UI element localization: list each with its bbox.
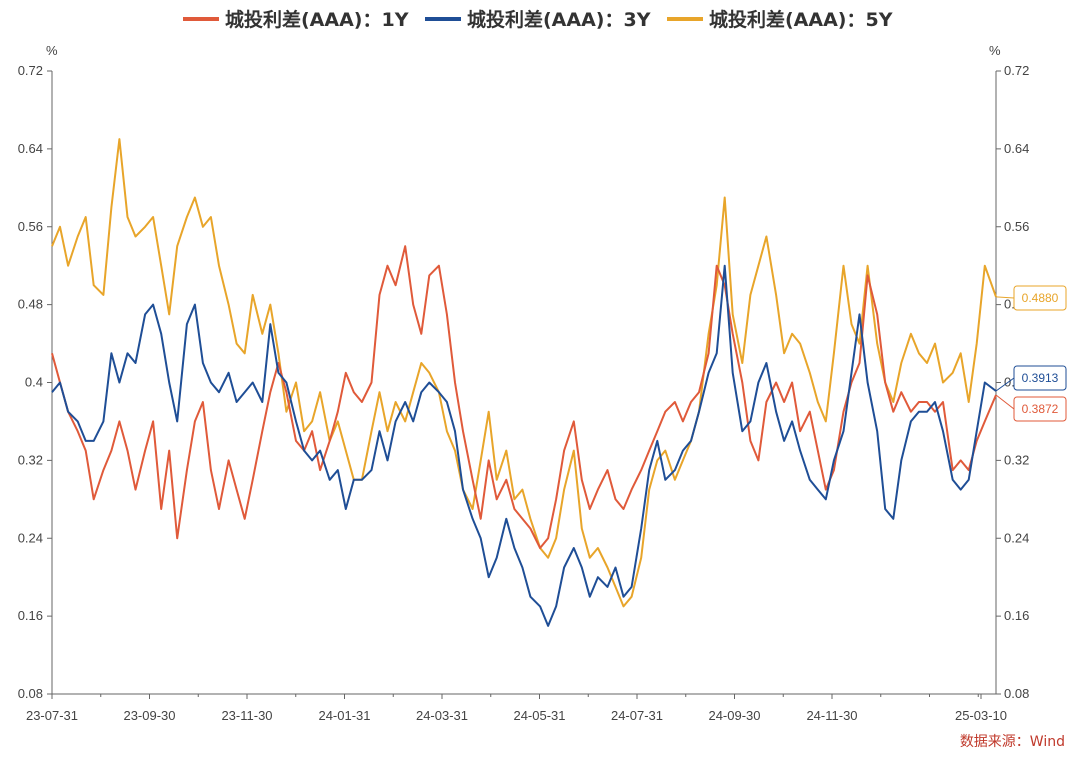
legend-item-3y[interactable]: 城投利差(AAA)：3Y xyxy=(425,8,651,31)
x-tick-label: 25-03-10 xyxy=(955,708,1007,723)
legend-label-1y: 城投利差(AAA)：1Y xyxy=(225,8,409,31)
end-label-box xyxy=(1013,285,1067,311)
y-tick-label-left: 0.56 xyxy=(18,219,43,234)
x-tick-label: 24-01-31 xyxy=(318,708,370,723)
legend-item-5y[interactable]: 城投利差(AAA)：5Y xyxy=(667,8,893,31)
end-value-label: 0.4880 xyxy=(1022,291,1059,305)
end-label-connector xyxy=(995,296,1015,299)
end-label-box xyxy=(1013,365,1067,391)
y-unit-right: % xyxy=(989,43,1001,58)
end-label-connector xyxy=(995,394,1015,410)
x-tick-label: 24-07-31 xyxy=(611,708,663,723)
end-label-connector xyxy=(995,377,1015,392)
y-tick-label-left: 0.64 xyxy=(18,141,43,156)
y-tick-label-right: 0.08 xyxy=(1004,686,1029,701)
series-line-1[interactable] xyxy=(51,264,997,627)
y-tick-label-left: 0.08 xyxy=(18,686,43,701)
legend: 城投利差(AAA)：1Y 城投利差(AAA)：3Y 城投利差(AAA)：5Y xyxy=(183,8,893,31)
series-group xyxy=(51,138,997,627)
y-tick-label-right: 0.56 xyxy=(1004,219,1029,234)
x-tick-label: 24-11-30 xyxy=(806,708,857,723)
legend-label-5y: 城投利差(AAA)：5Y xyxy=(709,8,893,31)
end-value-label: 0.3913 xyxy=(1022,371,1059,385)
series-line-2[interactable] xyxy=(51,138,997,608)
y-tick-label-left: 0.4 xyxy=(25,375,43,390)
y-tick-label-right: 0.32 xyxy=(1004,452,1029,467)
x-tick-label: 23-09-30 xyxy=(123,708,175,723)
source-note: 数据来源：Wind xyxy=(960,734,1065,750)
legend-label-3y: 城投利差(AAA)：3Y xyxy=(467,8,651,31)
x-tick-label: 24-09-30 xyxy=(708,708,760,723)
x-tick-label: 23-07-31 xyxy=(26,708,78,723)
x-tick-label: 23-11-30 xyxy=(221,708,272,723)
x-tick-label: 24-05-31 xyxy=(513,708,565,723)
end-label-box xyxy=(1013,396,1067,422)
y-tick-label-left: 0.16 xyxy=(18,608,43,623)
series-line-0[interactable] xyxy=(51,245,997,549)
x-tick-label: 24-03-31 xyxy=(416,708,468,723)
y-tick-label-right: 0.72 xyxy=(1004,63,1029,78)
legend-item-1y[interactable]: 城投利差(AAA)：1Y xyxy=(183,8,409,31)
y-tick-label-left: 0.48 xyxy=(18,297,43,312)
y-tick-label-right: 0.64 xyxy=(1004,141,1029,156)
y-tick-label-left: 0.24 xyxy=(18,530,43,545)
end-labels: 0.3872 0.3913 0.4880 xyxy=(995,285,1067,422)
y-tick-label-right: 0.24 xyxy=(1004,530,1029,545)
y-tick-label-left: 0.72 xyxy=(18,63,43,78)
end-value-label: 0.3872 xyxy=(1022,402,1059,416)
y-tick-label-right: 0.16 xyxy=(1004,608,1029,623)
y-tick-label-left: 0.32 xyxy=(18,452,43,467)
axes: 0.720.720.640.640.560.560.480.480.40.40.… xyxy=(18,63,1030,723)
y-unit-left: % xyxy=(46,43,58,58)
